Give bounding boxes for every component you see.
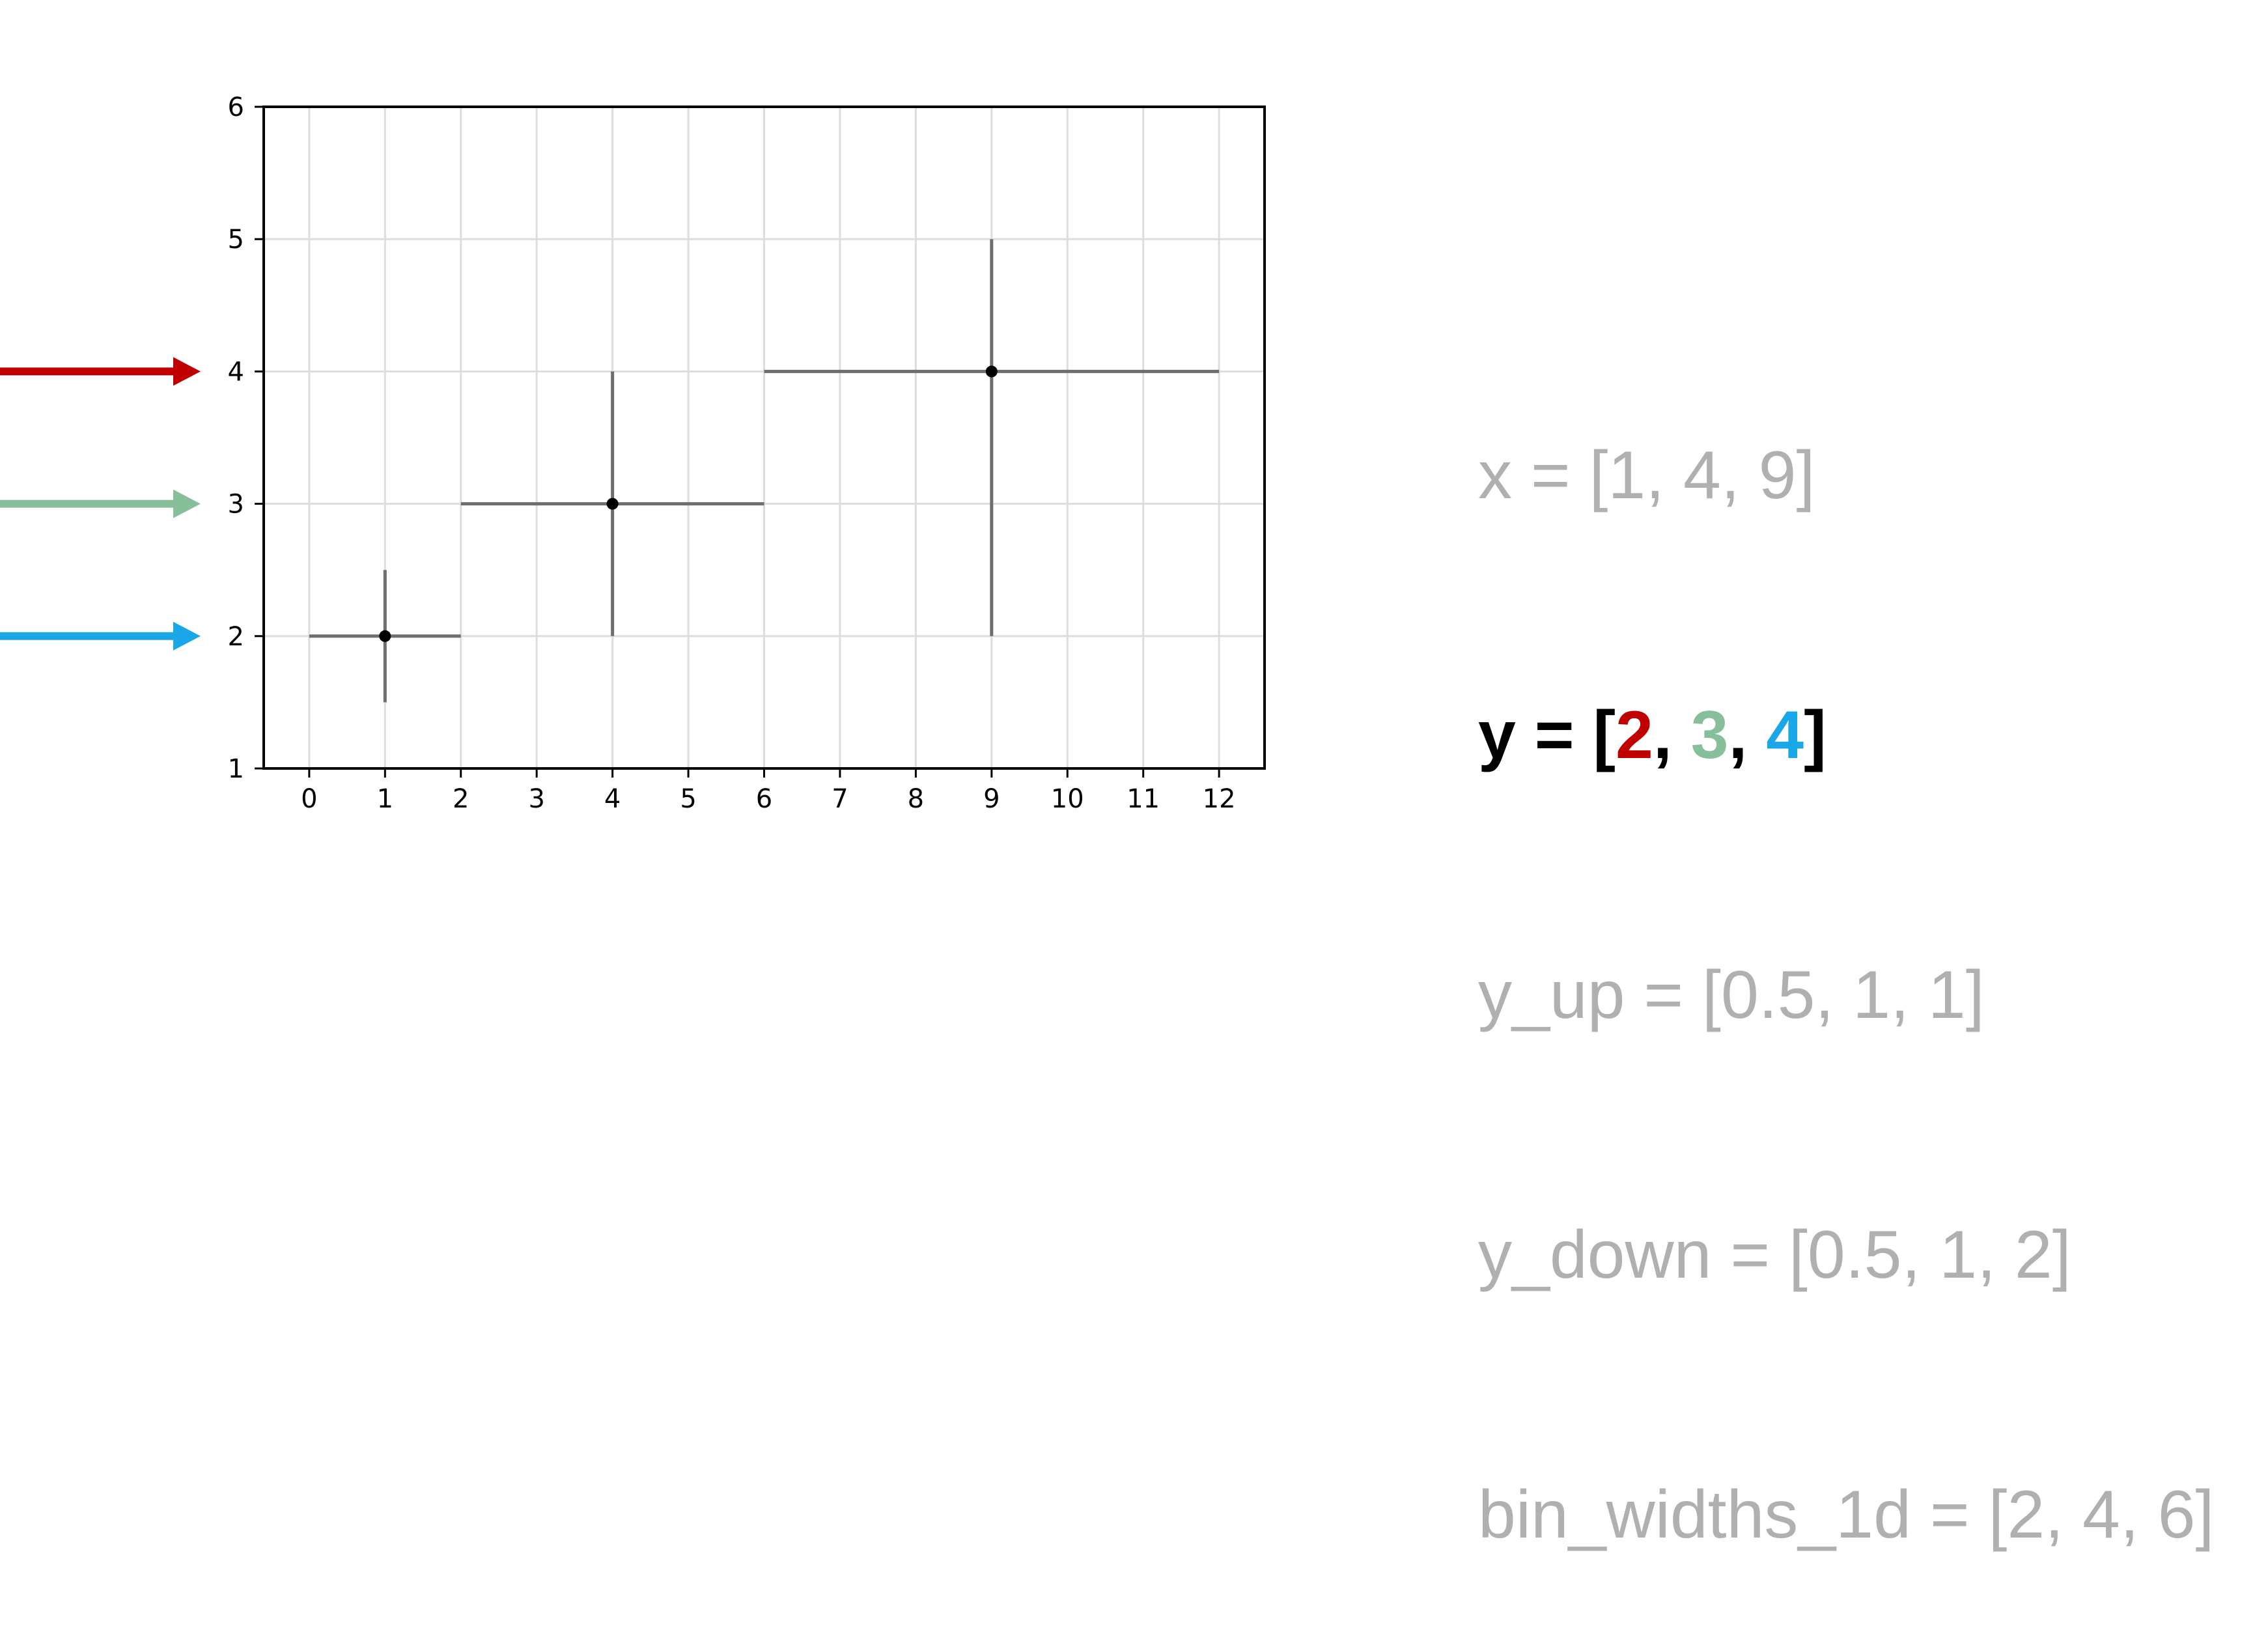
code-line-x: x = [1, 4, 9]	[1478, 438, 1815, 513]
code-panel: x = [1, 4, 9] y = [2, 3, 4] y_up = [0.5,…	[1478, 259, 2214, 1645]
x-tick-label: 7	[832, 784, 848, 814]
arrow-head	[173, 621, 201, 651]
x-tick-label: 11	[1127, 784, 1160, 814]
x-tick-label: 1	[377, 784, 393, 814]
x-tick-label: 0	[301, 784, 317, 814]
y-tick-label: 2	[228, 622, 244, 652]
code-y-prefix: y = [	[1478, 697, 1616, 773]
indicator-arrow	[0, 357, 201, 386]
code-y-sep-1: ,	[1653, 697, 1691, 773]
x-tick-label: 10	[1051, 784, 1084, 814]
grid	[264, 105, 1265, 770]
data-point	[606, 498, 619, 510]
code-y-value-3: 4	[1766, 697, 1804, 773]
arrow-head	[173, 357, 201, 386]
indicator-arrow	[0, 621, 201, 651]
code-line-y-down: y_down = [0.5, 1, 2]	[1478, 1217, 2071, 1293]
x-tick-label: 6	[756, 784, 772, 814]
data-points	[379, 365, 998, 642]
code-y-value-2: 3	[1690, 697, 1729, 773]
x-tick-label: 8	[908, 784, 924, 814]
x-tick-label: 4	[604, 784, 621, 814]
indicator-arrows	[0, 357, 201, 651]
x-tick-label: 5	[680, 784, 696, 814]
x-tick-label: 2	[453, 784, 469, 814]
code-line-y-up: y_up = [0.5, 1, 1]	[1478, 957, 1985, 1033]
data-point	[985, 365, 998, 378]
indicator-arrow	[0, 489, 201, 518]
code-y-suffix: ]	[1804, 697, 1827, 773]
y-tick-label: 1	[228, 754, 244, 784]
x-tick-label: 12	[1203, 784, 1236, 814]
x-tick-label: 3	[528, 784, 544, 814]
data-point	[379, 630, 391, 642]
y-tick-label: 6	[228, 92, 244, 122]
code-y-value-1: 2	[1616, 697, 1653, 773]
y-tick-label: 3	[228, 490, 244, 520]
code-line-y: y = [2, 3, 4]	[1478, 692, 2214, 779]
y-tick-label: 4	[228, 357, 244, 387]
y-tick-label: 5	[228, 225, 244, 255]
x-tick-label: 9	[983, 784, 1000, 814]
arrow-head	[173, 489, 201, 518]
code-y-sep-2: ,	[1728, 697, 1767, 773]
code-line-bin-widths: bin_widths_1d = [2, 4, 6]	[1478, 1477, 2215, 1553]
